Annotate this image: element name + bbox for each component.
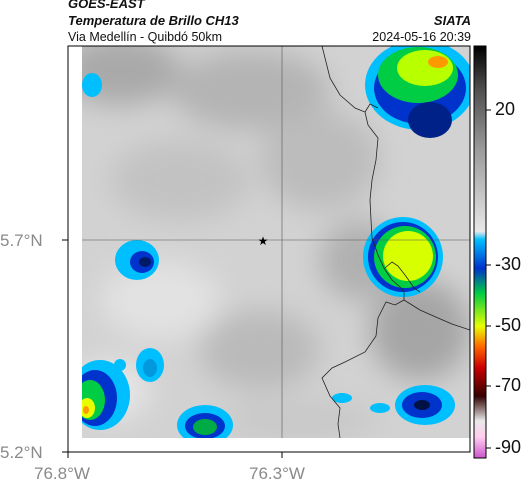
- map-subtitle: Via Medellín - Quibdó 50km: [68, 30, 223, 44]
- map-margin-bottom: [68, 438, 470, 452]
- colorbar-label: -90: [495, 437, 522, 457]
- cloud-cell-south: [177, 405, 233, 438]
- y-tick-label: 5.7°N: [0, 231, 43, 250]
- colorbar-label: 20: [495, 99, 516, 119]
- x-tick-label: 76.8°W: [34, 464, 90, 483]
- colorbar-label: -30: [495, 254, 522, 274]
- colorbar: [473, 45, 491, 459]
- colorbar-label: -50: [495, 315, 522, 335]
- map-margin-left: [68, 46, 82, 452]
- administrative-boundaries: [321, 46, 470, 438]
- satellite-title: GOES-EAST: [68, 0, 145, 11]
- cloud-cell-northeast: [365, 46, 470, 138]
- cloud-cell-small: [82, 73, 164, 382]
- y-tick-label: 5.2°N: [0, 443, 43, 462]
- cloud-cell-southeast: [332, 385, 455, 425]
- cloud-cell-west: [115, 240, 159, 280]
- cloud-cell-southwest: [82, 360, 130, 430]
- colorbar-label: -70: [495, 375, 522, 395]
- product-title: Temperatura de Brillo CH13: [68, 13, 239, 28]
- cloud-cell-east: [363, 217, 443, 297]
- organization-label: SIATA: [433, 13, 471, 28]
- satellite-image: ★: [82, 46, 470, 438]
- x-tick-label: 76.3°W: [249, 464, 305, 483]
- location-marker: ★: [258, 234, 269, 248]
- timestamp: 2024-05-16 20:39: [372, 30, 471, 44]
